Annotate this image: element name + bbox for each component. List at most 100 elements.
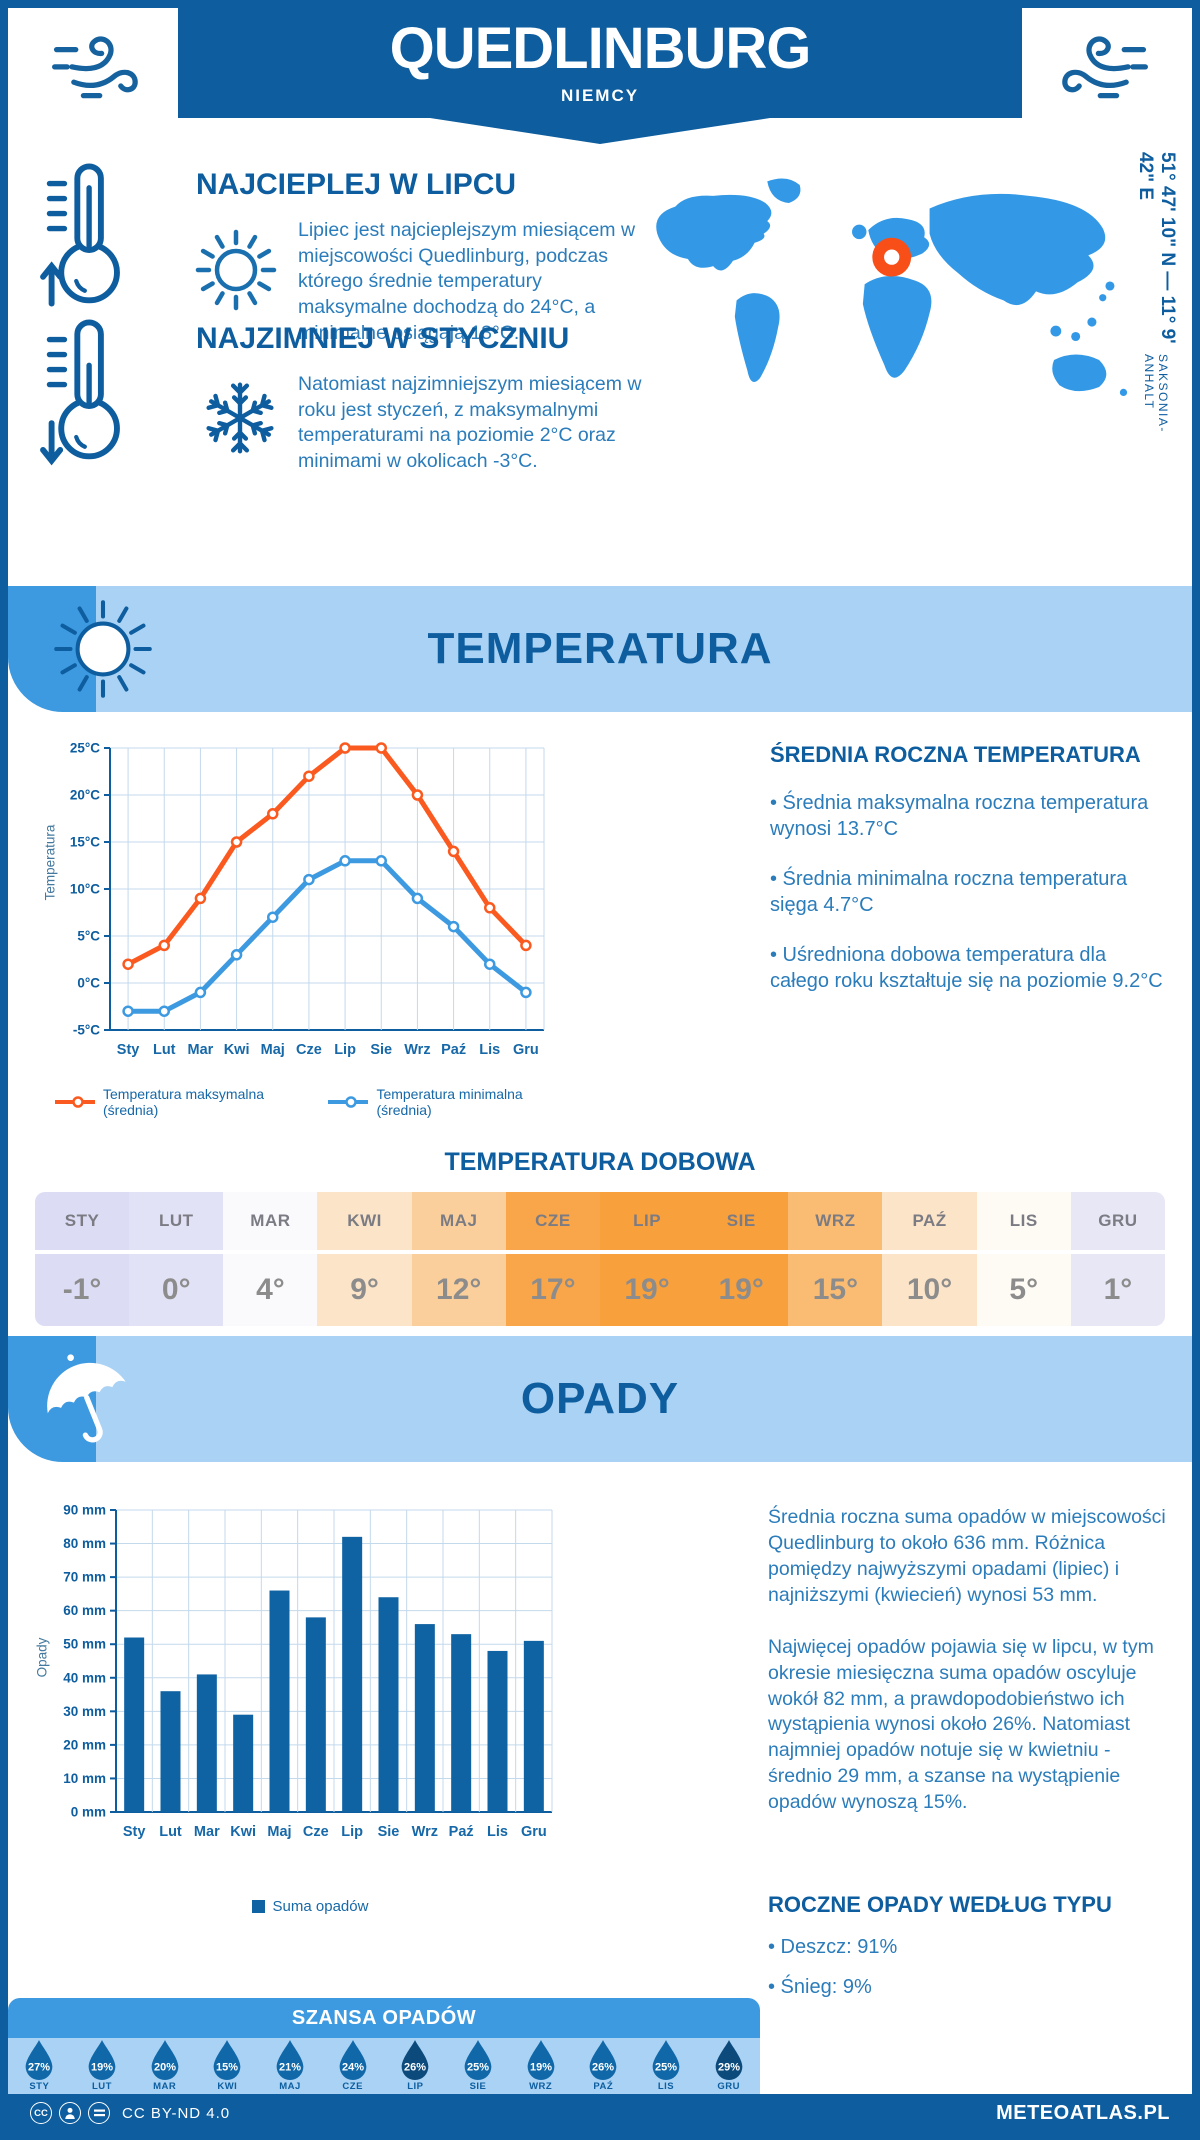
svg-text:60 mm: 60 mm: [63, 1603, 106, 1618]
svg-text:Gru: Gru: [513, 1042, 539, 1058]
chance-month: WRZ: [529, 2081, 553, 2092]
svg-text:Sie: Sie: [370, 1042, 392, 1058]
svg-text:19%: 19%: [530, 2062, 552, 2074]
precip-banner-title: OPADY: [520, 1374, 680, 1423]
chance-header: SZANSA OPADÓW: [8, 1998, 760, 2038]
svg-text:Lut: Lut: [159, 1824, 182, 1840]
svg-text:25%: 25%: [467, 2062, 489, 2074]
annual-temp-bullets: • Średnia maksymalna roczna temperatura …: [770, 790, 1170, 1018]
precip-type-bullets: • Deszcz: 91% • Śnieg: 9%: [768, 1934, 1170, 2014]
legend-swatch: [251, 1900, 265, 1913]
sun-small-icon: [186, 220, 286, 325]
svg-text:50 mm: 50 mm: [63, 1637, 106, 1652]
precip-bar-chart: 90 mm 80 mm 70 mm 60 mm 50 mm 40 mm 30 mm 20 mm…: [63, 1503, 553, 1840]
daily-temp-title: TEMPERATURA DOBOWA: [444, 1148, 756, 1176]
svg-text:20°C: 20°C: [70, 788, 100, 803]
footer: CC CC BY-ND 4.0 METEOATLAS.PL: [8, 2094, 1192, 2132]
chance-droplets: 27% STY 19% LUT 20% MAR 15% KWI 21% MAJ 24% CZE 26% L…: [8, 2038, 760, 2094]
svg-text:Maj: Maj: [261, 1042, 285, 1058]
svg-text:30 mm: 30 mm: [63, 1704, 106, 1719]
bar-chart-ylabel: Opady: [34, 1637, 50, 1678]
chance-month: LUT: [92, 2081, 112, 2092]
daily-table-month: KWI: [317, 1192, 412, 1250]
svg-text:Cze: Cze: [296, 1042, 322, 1058]
bullet-item: • Średnia maksymalna roczna temperatura …: [770, 792, 1149, 840]
precip-paragraphs: Średnia roczna suma opadów w miejscowośc…: [768, 1505, 1170, 1842]
droplet-icon: 19%: [88, 2039, 116, 2081]
highlight-text-cold: Natomiast najzimniejszym miesiącem w rok…: [298, 373, 642, 473]
highlight-title-cold: NAJZIMNIEJ W STYCZNIU: [196, 322, 570, 355]
svg-text:Kwi: Kwi: [230, 1824, 256, 1840]
svg-text:90 mm: 90 mm: [63, 1503, 106, 1518]
chance-cell: 15% KWI: [196, 2038, 259, 2094]
legend-label: Temperatura minimalna (średnia): [376, 1086, 523, 1118]
svg-text:Paź: Paź: [441, 1042, 466, 1058]
precip-paragraph-1: Średnia roczna suma opadów w miejscowośc…: [768, 1506, 1166, 1606]
page-subtitle: NIEMCY: [560, 86, 640, 105]
droplet-icon: 27%: [25, 2039, 53, 2081]
line-chart-legend: Temperatura maksymalna (średnia) Temperat…: [55, 1086, 555, 1118]
svg-text:27%: 27%: [28, 2062, 50, 2074]
chance-cell: 19% WRZ: [509, 2038, 572, 2094]
license-text: CC BY-ND 4.0: [122, 2104, 231, 2122]
brand-logo: METEOATLAS.PL: [996, 2101, 1170, 2124]
legend-item: Temperatura maksymalna (średnia): [55, 1086, 294, 1118]
legend-label: Suma opadów: [272, 1898, 369, 1915]
highlight-text-warm: Lipiec jest najcieplejszym miesiącem w m…: [298, 219, 636, 344]
precip-type-title: ROCZNE OPADY WEDŁUG TYPU: [768, 1892, 1112, 1917]
svg-text:5°C: 5°C: [77, 929, 100, 944]
legend-item: Suma opadów: [251, 1898, 369, 1915]
svg-text:Cze: Cze: [303, 1824, 329, 1840]
cc-icon: CC: [30, 2102, 52, 2124]
daily-table-value: 10°: [882, 1254, 977, 1326]
svg-text:Mar: Mar: [194, 1824, 220, 1840]
daily-table-value: 4°: [223, 1254, 318, 1326]
legend-item: Temperatura minimalna (średnia): [328, 1086, 555, 1118]
daily-table-month: MAJ: [411, 1192, 506, 1250]
chance-cell: 25% LIS: [635, 2038, 698, 2094]
daily-table-month: PAŹ: [882, 1192, 977, 1250]
precip-paragraph-2: Najwięcej opadów pojawia się w lipcu, w …: [768, 1635, 1154, 1814]
bullet-item: • Śnieg: 9%: [768, 1976, 872, 1998]
chance-cell: 27% STY: [8, 2038, 71, 2094]
bullet-item: • Deszcz: 91%: [768, 1936, 898, 1958]
daily-table-month: CZE: [505, 1192, 600, 1250]
cc-nd-icon: [88, 2102, 110, 2124]
svg-text:29%: 29%: [718, 2062, 740, 2074]
svg-text:Wrz: Wrz: [404, 1042, 430, 1058]
map-marker: [872, 237, 912, 277]
snowflake-icon: [196, 374, 284, 467]
svg-text:25%: 25%: [655, 2062, 677, 2074]
chance-month: CZE: [342, 2081, 363, 2092]
sun-banner-icon: [42, 588, 164, 715]
daily-table-value: 15°: [788, 1254, 883, 1326]
droplet-icon: 26%: [589, 2039, 617, 2081]
daily-table-month: GRU: [1070, 1192, 1165, 1250]
svg-text:Mar: Mar: [188, 1042, 214, 1058]
wind-icon: [1062, 36, 1148, 99]
daily-table-value: 17°: [505, 1254, 600, 1326]
svg-text:26%: 26%: [404, 2062, 426, 2074]
cc-icons: CC: [30, 2102, 110, 2124]
chance-month: LIP: [407, 2081, 424, 2092]
svg-text:25°C: 25°C: [70, 741, 100, 756]
temperature-banner-title: TEMPERATURA: [427, 624, 773, 673]
temperature-banner: [8, 586, 1192, 712]
chance-month: LIS: [657, 2081, 675, 2092]
daily-table-month: MAR: [223, 1192, 318, 1250]
svg-text:Paź: Paź: [449, 1824, 474, 1840]
chance-cell: 26% PAŹ: [572, 2038, 635, 2094]
svg-text:0 mm: 0 mm: [71, 1805, 106, 1820]
chance-cell: 19% LUT: [71, 2038, 134, 2094]
daily-table-month: STY: [35, 1192, 130, 1250]
svg-text:80 mm: 80 mm: [63, 1536, 106, 1551]
bullet-item: • Średnia minimalna roczna temperatura s…: [770, 868, 1128, 916]
svg-text:Gru: Gru: [521, 1824, 547, 1840]
footer-license: CC CC BY-ND 4.0: [30, 2102, 230, 2124]
daily-table-value: 19°: [694, 1254, 789, 1326]
droplet-icon: 20%: [151, 2039, 179, 2081]
chance-cell: 24% CZE: [321, 2038, 384, 2094]
droplet-icon: 15%: [213, 2039, 241, 2081]
droplet-icon: 25%: [464, 2039, 492, 2081]
